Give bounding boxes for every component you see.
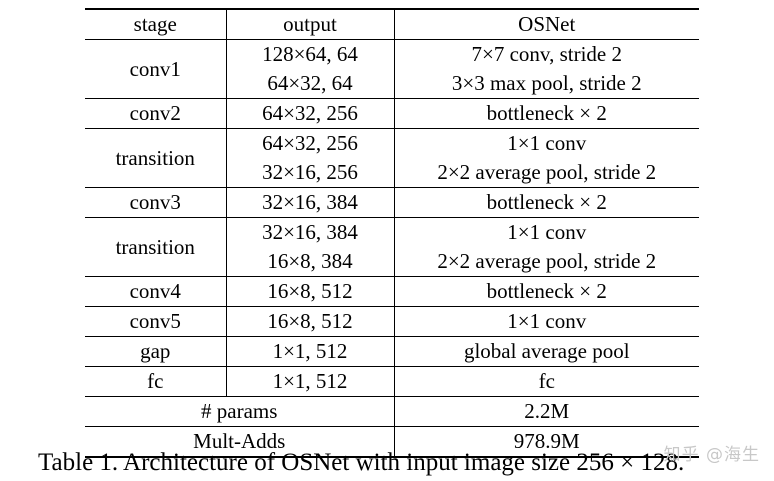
watermark: 知乎 @海生 xyxy=(663,445,760,465)
table-row: conv4 16×8, 512 bottleneck × 2 xyxy=(85,276,699,307)
summary-row: # params 2.2M xyxy=(85,396,699,427)
output-cell: 16×8, 512 xyxy=(226,276,395,307)
stage-cell: conv1 xyxy=(85,39,227,99)
architecture-table: stage output OSNet conv1 128×64, 64 7×7 co… xyxy=(85,8,699,458)
table-body: conv1 128×64, 64 7×7 conv, stride 2 64×32, … xyxy=(85,39,699,458)
output-cell: 1×1, 512 xyxy=(226,366,395,397)
header-osnet: OSNet xyxy=(394,8,699,40)
summary-label: Mult-Adds xyxy=(85,426,395,458)
osnet-cell: 2×2 average pool, stride 2 xyxy=(437,249,657,273)
summary-row: Mult-Adds 978.9M xyxy=(85,426,699,458)
osnet-cell: fc xyxy=(394,366,699,397)
table-row: conv2 64×32, 256 bottleneck × 2 xyxy=(85,98,699,129)
output-cell: 32×16, 384 xyxy=(226,187,395,218)
osnet-cell: 1×1 conv xyxy=(394,217,699,247)
osnet-cell: 7×7 conv, stride 2 xyxy=(394,39,699,69)
table-row: conv5 16×8, 512 1×1 conv xyxy=(85,306,699,337)
stage-cell: conv4 xyxy=(85,276,227,307)
table-row: conv1 128×64, 64 7×7 conv, stride 2 xyxy=(85,39,699,99)
output-cell: 16×8, 384 xyxy=(226,247,395,277)
osnet-cell: bottleneck × 2 xyxy=(394,276,699,307)
stage-cell: conv3 xyxy=(85,187,227,218)
header-row: stage output OSNet xyxy=(85,8,699,40)
stage-cell: conv5 xyxy=(85,306,227,337)
stage-cell: gap xyxy=(85,336,227,367)
osnet-cell: 2×2 average pool, stride 2 xyxy=(437,160,657,184)
stage-cell: transition xyxy=(85,217,227,277)
summary-value: 978.9M xyxy=(394,426,699,458)
output-cell: 16×8, 512 xyxy=(226,306,395,337)
header-output: output xyxy=(226,8,395,40)
table-row: 64×32, 64 3×3 max pool, stride 2 xyxy=(85,69,699,99)
stage-cell: fc xyxy=(85,366,227,397)
table-row: conv3 32×16, 384 bottleneck × 2 xyxy=(85,187,699,218)
output-cell: 64×32, 256 xyxy=(226,128,395,158)
osnet-cell: 1×1 conv xyxy=(394,306,699,337)
stage-cell: conv2 xyxy=(85,98,227,129)
output-cell: 1×1, 512 xyxy=(226,336,395,367)
table-row: gap 1×1, 512 global average pool xyxy=(85,336,699,367)
output-cell: 64×32, 256 xyxy=(226,98,395,129)
table-row: fc 1×1, 512 fc xyxy=(85,366,699,397)
osnet-cell: bottleneck × 2 xyxy=(394,187,699,218)
table-row: transition 64×32, 256 1×1 conv xyxy=(85,128,699,188)
table-row: 16×8, 384 2×2 average pool, stride 2 xyxy=(85,247,699,277)
output-cell: 32×16, 256 xyxy=(226,158,395,188)
output-cell: 64×32, 64 xyxy=(226,69,395,99)
osnet-cell: global average pool xyxy=(394,336,699,367)
header-stage: stage xyxy=(85,8,227,40)
osnet-cell: bottleneck × 2 xyxy=(394,98,699,129)
table-row: 32×16, 256 2×2 average pool, stride 2 xyxy=(85,158,699,188)
osnet-cell: 1×1 conv xyxy=(394,128,699,158)
summary-label: # params xyxy=(85,396,395,427)
table-row: transition 32×16, 384 1×1 conv xyxy=(85,217,699,277)
osnet-cell: 3×3 max pool, stride 2 xyxy=(451,71,642,95)
output-cell: 128×64, 64 xyxy=(226,39,395,69)
table-caption: Table 1. Architecture of OSNet with inpu… xyxy=(38,449,685,476)
summary-value: 2.2M xyxy=(394,396,699,427)
stage-cell: transition xyxy=(85,128,227,188)
output-cell: 32×16, 384 xyxy=(226,217,395,247)
